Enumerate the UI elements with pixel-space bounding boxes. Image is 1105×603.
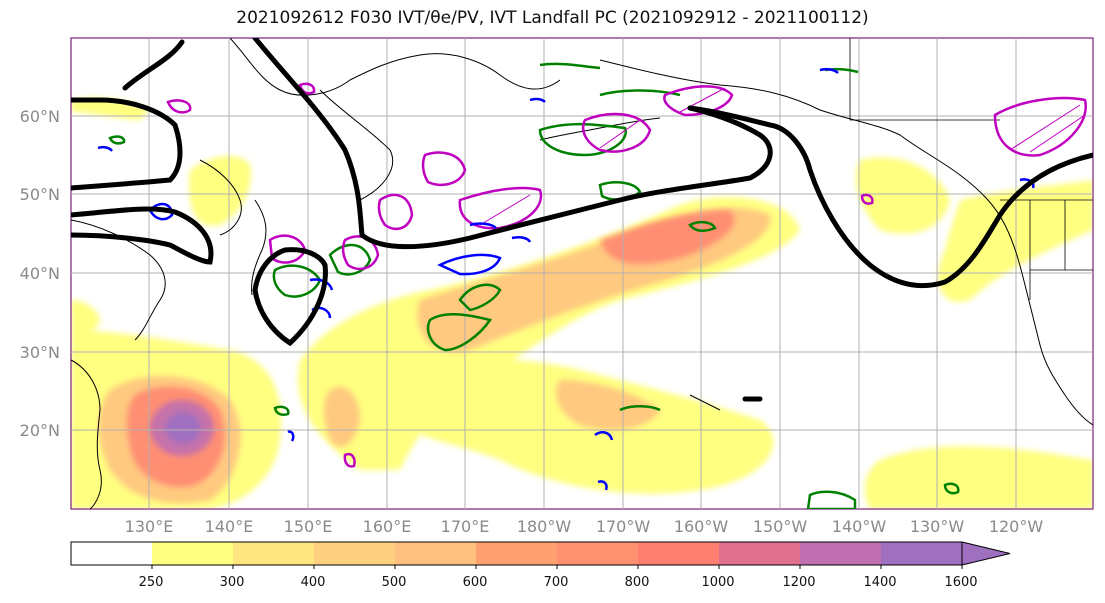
colorbar-segment [881,542,962,565]
lat-label-20: 20°N [19,421,60,440]
colorbar-segment [71,542,152,565]
lat-label-40: 40°N [19,264,60,283]
colorbar-segment [152,542,233,565]
colorbar-label-800: 800 [624,575,650,590]
map-title: 2021092612 F030 IVT/θe/PV, IVT Landfall … [236,8,869,28]
colorbar [70,541,1011,569]
lon-label-170w: 170°W [595,517,651,536]
colorbar-border [70,541,963,566]
colorbar-segment [719,542,800,565]
colorbar-segment [395,542,476,565]
ivt-shading [71,98,1093,509]
lon-label-140e: 140°E [204,517,254,536]
coastlines [71,38,1093,509]
gridlines [71,38,1093,509]
lat-label-50: 50°N [19,185,60,204]
colorbar-segment [314,542,395,565]
lon-label-150e: 150°E [283,517,333,536]
colorbar-label-1600: 1600 [944,575,978,590]
colorbar-segment [233,542,314,565]
colorbar-label-600: 600 [462,575,488,590]
lon-label-160e: 160°E [362,517,412,536]
colorbar-segment [638,542,719,565]
lat-label-30: 30°N [19,343,60,362]
colorbar-label-1000: 1000 [701,575,735,590]
colorbar-label-300: 300 [219,575,245,590]
lon-label-130w: 130°W [909,517,965,536]
lat-label-60: 60°N [19,107,60,126]
lon-label-120w: 120°W [988,517,1044,536]
colorbar-segment [800,542,881,565]
colorbar-label-250: 250 [138,575,164,590]
lon-label-160w: 160°W [673,517,729,536]
lon-label-140w: 140°W [831,517,887,536]
colorbar-label-400: 400 [300,575,326,590]
colorbar-label-500: 500 [381,575,407,590]
colorbar-label-700: 700 [543,575,569,590]
colorbar-extend-arrow [961,541,1011,566]
green-contours [108,62,960,509]
lon-label-180w: 180°W [516,517,572,536]
lon-label-170e: 170°E [440,517,490,536]
colorbar-segment [476,542,557,565]
lon-label-130e: 130°E [124,517,174,536]
colorbar-segment [557,542,638,565]
lon-label-150w: 150°W [752,517,808,536]
colorbar-label-1200: 1200 [782,575,816,590]
theta-e-contours [71,38,1093,402]
colorbar-label-1400: 1400 [863,575,897,590]
